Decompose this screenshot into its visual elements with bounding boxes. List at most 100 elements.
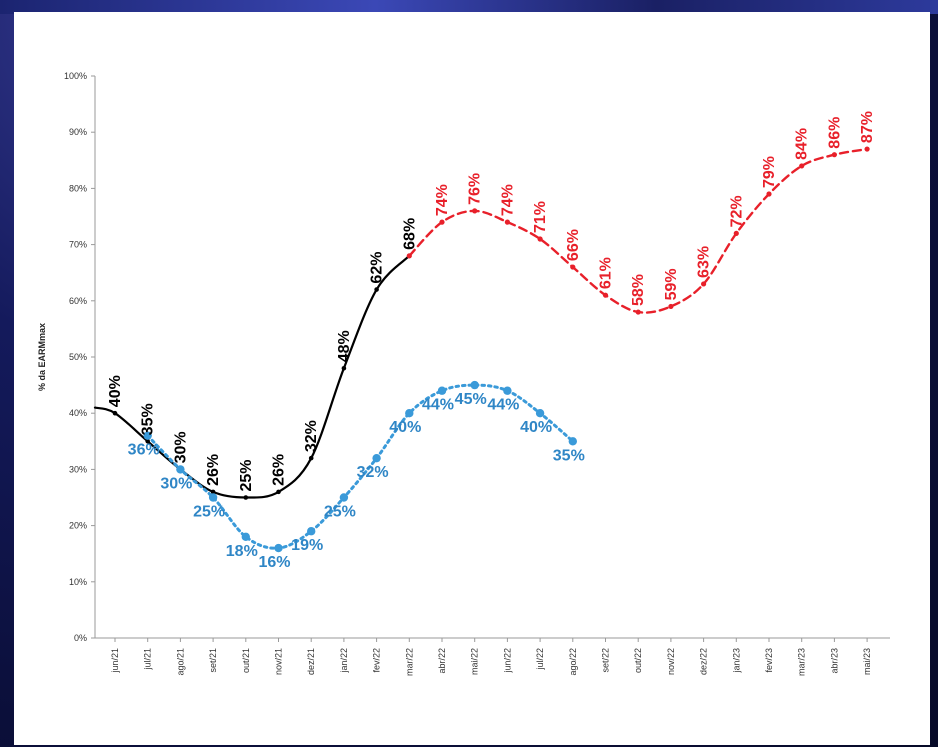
- data-point: [831, 152, 838, 158]
- data-point: [307, 527, 316, 536]
- data-point: [241, 532, 250, 542]
- x-tick-label: set/22: [601, 648, 611, 673]
- data-label: 25%: [193, 504, 225, 521]
- data-point: [208, 493, 218, 502]
- x-tick-label: out/21: [241, 648, 251, 673]
- y-tick-label: 70%: [69, 240, 87, 250]
- data-label: 30%: [160, 475, 192, 492]
- data-label: 40%: [520, 419, 552, 436]
- data-point: [766, 191, 772, 197]
- chart-panel: [14, 12, 930, 745]
- data-point: [504, 219, 510, 225]
- y-tick-label: 40%: [69, 408, 87, 418]
- data-point: [864, 146, 870, 152]
- data-label: 40%: [389, 419, 421, 436]
- x-tick-label: jan/22: [339, 648, 349, 674]
- data-label: 61%: [598, 257, 615, 289]
- data-label: 16%: [258, 554, 290, 571]
- data-point: [570, 264, 576, 270]
- x-tick-label: mar/22: [404, 648, 414, 676]
- data-point: [470, 380, 479, 390]
- y-tick-label: 10%: [69, 577, 87, 587]
- x-tick-label: fev/23: [764, 648, 774, 673]
- data-point: [602, 292, 609, 298]
- x-tick-label: jul/21: [143, 648, 153, 671]
- data-point: [437, 386, 447, 395]
- x-axis: jun/21 jul/21 ago/21 set/21 out/21 nov/21 dez/…: [95, 637, 890, 676]
- y-tick-label: 50%: [69, 352, 87, 362]
- x-tick-label: jul/22: [535, 648, 545, 671]
- data-label: 79%: [761, 156, 778, 188]
- x-tick-label: nov/21: [274, 648, 284, 675]
- x-tick-label: dez/21: [306, 648, 316, 675]
- data-label: 19%: [291, 537, 323, 554]
- data-point: [405, 409, 414, 418]
- data-point: [635, 309, 641, 315]
- data-point: [503, 386, 512, 395]
- data-point: [535, 409, 545, 418]
- data-label: 32%: [303, 420, 320, 452]
- x-tick-label: nov/22: [666, 648, 676, 675]
- data-point: [210, 489, 216, 495]
- x-tick-label: fev/22: [372, 648, 382, 673]
- x-tick-label: ago/21: [175, 648, 185, 676]
- series-lines: [93, 146, 870, 553]
- data-point: [733, 230, 739, 236]
- data-point: [176, 465, 185, 474]
- y-axis: 0% 10% 20% 30% 40% 50% 60% 70% 80% 90% 100%: [64, 71, 96, 643]
- data-label: 35%: [140, 403, 157, 435]
- y-axis-label: % da EARMmax: [37, 323, 47, 391]
- data-point: [341, 365, 347, 371]
- data-point: [274, 543, 283, 553]
- data-point: [145, 439, 150, 444]
- data-point: [308, 455, 314, 461]
- x-tick-label: mar/23: [797, 648, 807, 676]
- data-label: 25%: [238, 459, 255, 491]
- data-label: 68%: [401, 218, 418, 250]
- data-point: [112, 410, 118, 416]
- data-label: 25%: [324, 504, 356, 521]
- data-label: 26%: [205, 454, 222, 486]
- y-tick-label: 100%: [64, 71, 87, 81]
- x-tick-label: dez/22: [699, 648, 709, 675]
- data-label: 40%: [107, 375, 124, 407]
- background-banner: [0, 0, 938, 14]
- x-tick-label: set/21: [208, 648, 218, 673]
- x-tick-label: abr/22: [437, 648, 447, 674]
- x-tick-label: jun/22: [502, 648, 512, 674]
- data-label: 44%: [487, 397, 519, 414]
- data-label: 59%: [663, 268, 680, 300]
- data-point: [568, 437, 577, 446]
- data-labels: 40%35%30%26% 25% 26%32%48%62%68%74% 76% 74%7…: [107, 111, 876, 571]
- x-tick-label: jun/21: [110, 648, 120, 674]
- data-point: [143, 431, 152, 440]
- data-label: 86%: [826, 117, 843, 149]
- data-point: [537, 236, 543, 242]
- y-tick-label: 0%: [74, 633, 87, 643]
- data-label: 45%: [455, 391, 487, 408]
- data-label: 84%: [794, 128, 811, 160]
- data-point: [372, 453, 381, 463]
- y-tick-label: 30%: [69, 464, 87, 474]
- data-label: 35%: [553, 447, 585, 464]
- x-tick-label: jan/23: [731, 648, 741, 674]
- data-point: [439, 219, 445, 225]
- data-label: 58%: [630, 274, 647, 306]
- data-label: 36%: [128, 442, 160, 459]
- y-tick-label: 80%: [69, 183, 87, 193]
- y-tick-label: 90%: [69, 127, 87, 137]
- data-point: [406, 253, 412, 259]
- data-label: 62%: [369, 252, 386, 284]
- data-label: 87%: [859, 111, 876, 143]
- data-label: 48%: [336, 330, 353, 362]
- data-label: 74%: [499, 184, 516, 216]
- data-point: [799, 163, 805, 169]
- x-tick-label: mai/22: [470, 648, 480, 675]
- data-label: 32%: [357, 464, 389, 481]
- x-tick-label: mai/23: [862, 648, 872, 675]
- data-point: [374, 287, 379, 292]
- data-label: 76%: [467, 173, 484, 205]
- y-tick-label: 20%: [69, 521, 87, 531]
- data-point: [472, 208, 478, 214]
